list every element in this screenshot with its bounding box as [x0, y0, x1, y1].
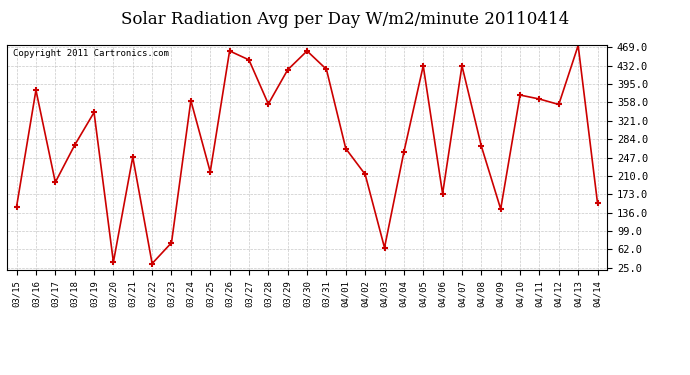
Text: Solar Radiation Avg per Day W/m2/minute 20110414: Solar Radiation Avg per Day W/m2/minute … — [121, 11, 569, 28]
Text: Copyright 2011 Cartronics.com: Copyright 2011 Cartronics.com — [13, 50, 169, 58]
